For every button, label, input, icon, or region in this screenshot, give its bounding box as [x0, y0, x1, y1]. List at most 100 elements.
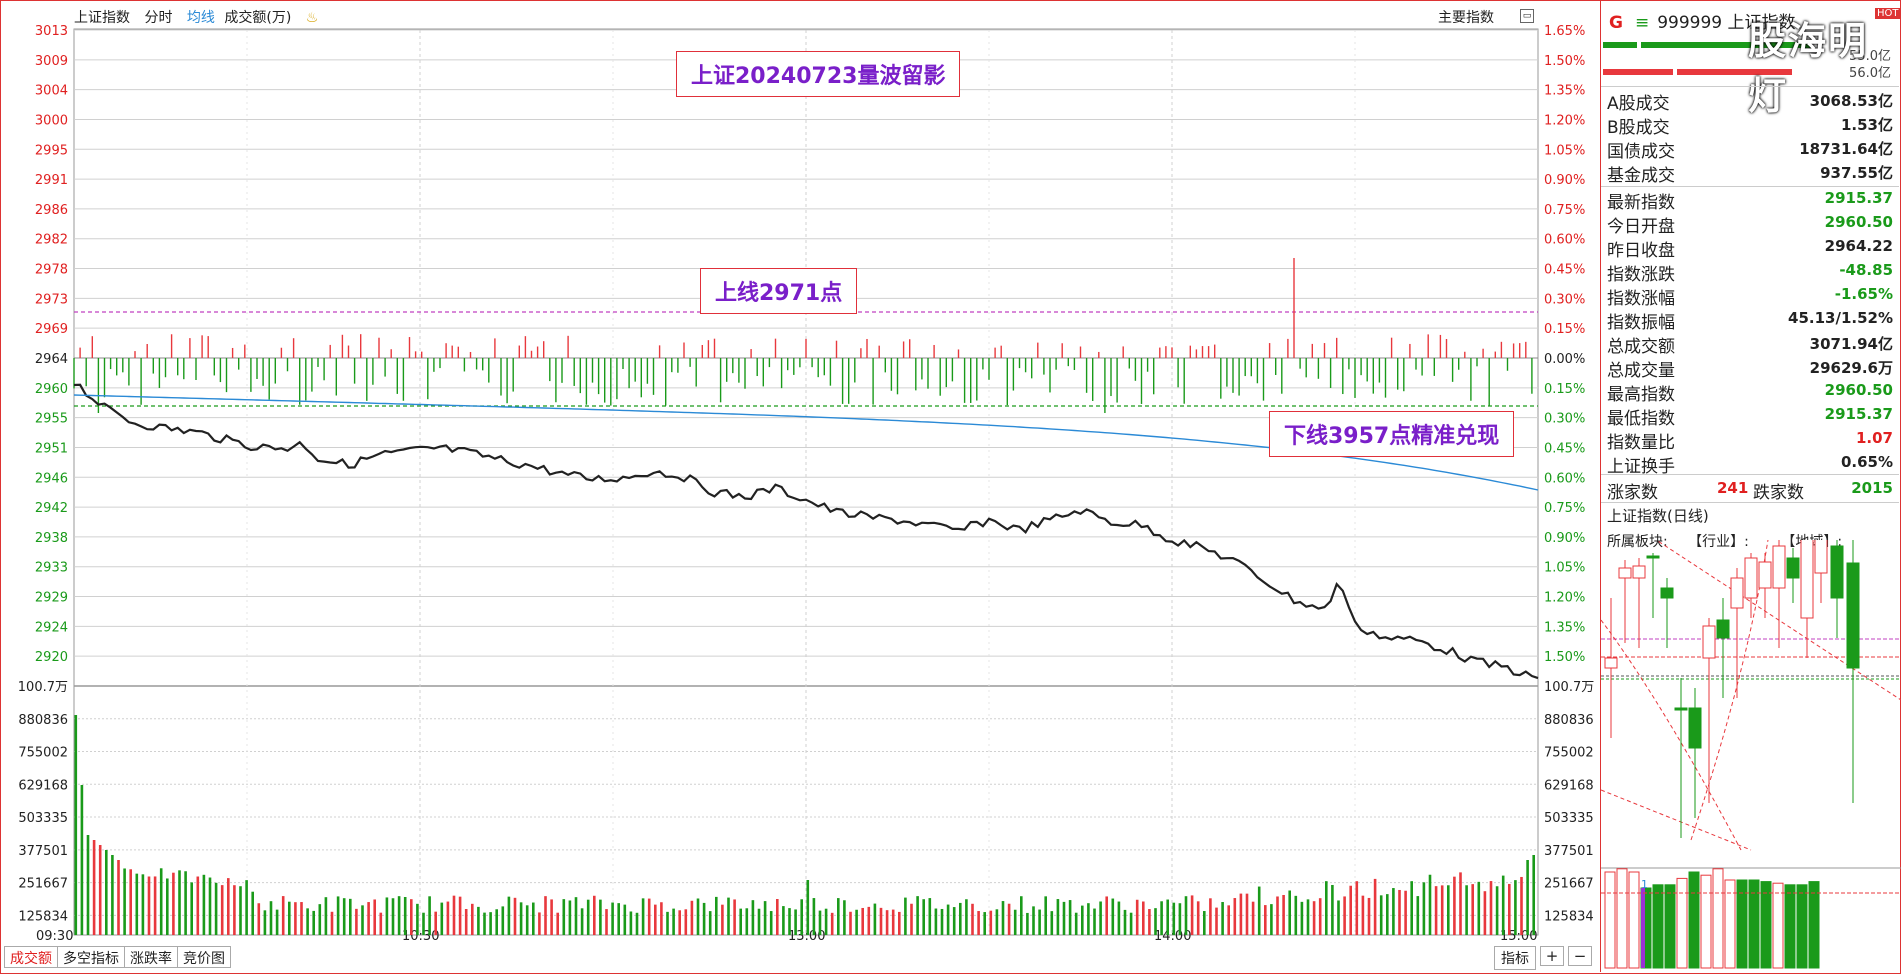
- volume-bar: [1203, 911, 1206, 935]
- volume-bar: [1355, 881, 1359, 935]
- tab-long-short[interactable]: 多空指标: [57, 946, 125, 968]
- volume-bar: [1477, 881, 1481, 935]
- volume-bar: [702, 902, 706, 935]
- volume-bar: [1178, 903, 1182, 935]
- volume-bar: [751, 900, 755, 935]
- price-tick-left: 2942: [35, 501, 68, 516]
- volume-bar: [422, 912, 425, 935]
- price-tick-left: 2955: [35, 412, 68, 427]
- kline-volume-bar: [1700, 874, 1712, 969]
- price-tick-left: 2938: [35, 531, 68, 546]
- volume-bar: [904, 897, 907, 935]
- volume-bar: [1434, 886, 1438, 935]
- volume-bar: [111, 855, 114, 935]
- view-label[interactable]: 分时: [144, 10, 173, 26]
- volume-bar: [654, 904, 657, 935]
- volume-bar: [1361, 895, 1365, 935]
- volume-bar: [147, 876, 151, 935]
- volume-bar: [1447, 885, 1450, 935]
- volume-bar: [306, 908, 309, 935]
- volume-bar: [202, 874, 206, 935]
- stat-label: B股成交: [1607, 118, 1670, 138]
- price-tick-left: 3013: [35, 24, 68, 39]
- time-tick: 10:30: [402, 929, 439, 944]
- volume-bar: [1465, 885, 1468, 935]
- volume-bar: [684, 909, 688, 935]
- price-line: [73, 383, 1539, 680]
- volume-bar: [715, 896, 718, 935]
- volume-bar: [666, 911, 669, 935]
- bell-icon[interactable]: ♨: [305, 10, 319, 26]
- volume-bar: [464, 909, 468, 935]
- stat-row: B股成交 1.53亿: [1607, 113, 1893, 138]
- volume-bar: [300, 902, 303, 935]
- zoom-in-button[interactable]: +: [1540, 946, 1564, 966]
- price-tick-left: 2964: [35, 352, 68, 367]
- price-tick-left: 2951: [35, 441, 68, 456]
- volume-bar: [288, 901, 291, 935]
- advance-decline: 涨家数 241 跌家数 2015: [1607, 478, 1893, 503]
- price-tick-left: 2982: [35, 233, 68, 248]
- volume-bar: [708, 911, 712, 935]
- volume-bar: [1001, 901, 1005, 935]
- industry-label[interactable]: 【行业】:: [1688, 534, 1749, 550]
- volume-bar: [159, 868, 163, 935]
- main-indicator-label[interactable]: 主要指数: [1438, 10, 1494, 26]
- indicator-button[interactable]: 指标: [1494, 946, 1536, 970]
- volume-tick-right: 503335: [1544, 811, 1594, 826]
- volume-bar: [1508, 883, 1511, 935]
- volume-bar: [416, 903, 419, 935]
- price-tick-right: 0.15%: [1544, 382, 1585, 397]
- kline-volume-bar: [1784, 884, 1796, 969]
- stat-label: 昨日收盘: [1607, 241, 1675, 261]
- stat-row: 国债成交 18731.64亿: [1607, 137, 1893, 162]
- volume-label: 成交额(万): [224, 10, 292, 26]
- price-tick-right: 0.75%: [1544, 501, 1585, 516]
- volume-bar: [446, 901, 450, 935]
- volume-bar: [1154, 908, 1157, 935]
- volume-bar: [806, 880, 810, 935]
- volume-bar: [617, 903, 620, 935]
- volume-bar: [1428, 874, 1432, 935]
- avg-line-toggle[interactable]: 均线: [186, 10, 215, 26]
- stat-label: 上证换手: [1607, 457, 1675, 477]
- stat-row: 最低指数 2915.37: [1607, 404, 1893, 429]
- volume-bar: [312, 910, 315, 935]
- list-icon[interactable]: ≡: [1634, 13, 1650, 33]
- volume-bar: [891, 909, 895, 935]
- sector-label: 所属板块:: [1607, 534, 1668, 550]
- volume-bar: [1257, 886, 1261, 935]
- volume-bar: [910, 903, 913, 935]
- kline-volume-bar: [1760, 881, 1772, 969]
- volume-tick-left: 880836: [18, 713, 68, 728]
- stat-row: 总成交额 3071.94亿: [1607, 332, 1893, 357]
- volume-bar: [861, 907, 864, 935]
- volume-bar: [769, 911, 773, 935]
- tab-auction[interactable]: 竞价图: [177, 946, 231, 968]
- price-tick-left: 2995: [35, 143, 68, 158]
- volume-bar: [458, 896, 462, 935]
- tab-volume[interactable]: 成交额: [4, 946, 58, 968]
- volume-bar: [1398, 889, 1401, 935]
- tab-rise-fall-rate[interactable]: 涨跌率: [124, 946, 178, 968]
- volume-bar: [330, 911, 334, 935]
- volume-tick-right: 377501: [1544, 844, 1594, 859]
- volume-bar: [1392, 888, 1395, 935]
- volume-bar: [776, 899, 779, 935]
- stat-value: 2915.37: [1824, 189, 1893, 207]
- price-tick-right: 0.45%: [1544, 441, 1585, 456]
- stat-label: 指数涨幅: [1607, 289, 1675, 309]
- volume-bar: [355, 908, 358, 935]
- volume-bar: [952, 907, 956, 935]
- stat-row: 最新指数 2915.37: [1607, 188, 1893, 213]
- hot-flag: HOT: [1875, 8, 1901, 19]
- volume-bar: [80, 785, 84, 935]
- volume-bar: [1105, 896, 1108, 935]
- volume-bar: [605, 909, 608, 935]
- volume-bar: [1404, 890, 1407, 935]
- volume-bar: [690, 900, 694, 935]
- stat-row: 总成交量 29629.6万: [1607, 356, 1893, 381]
- window-icon[interactable]: ▭: [1520, 9, 1534, 23]
- index-code: 999999: [1657, 13, 1723, 33]
- zoom-out-button[interactable]: −: [1568, 946, 1592, 966]
